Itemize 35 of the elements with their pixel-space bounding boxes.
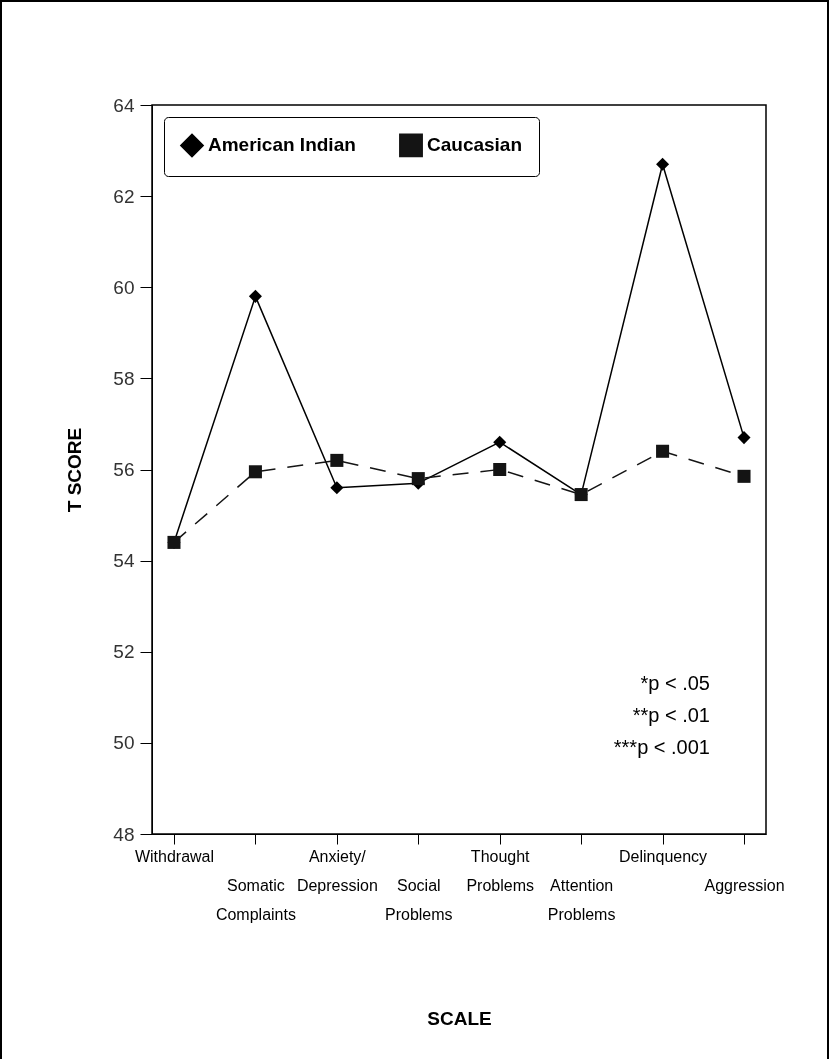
y-tick-label: 48: [113, 823, 135, 845]
legend-label: Caucasian: [427, 134, 523, 156]
y-tick-label: 58: [113, 367, 135, 389]
point: [330, 453, 344, 467]
x-tick-label: Withdrawal: [134, 847, 215, 865]
legend-label: American Indian: [208, 134, 356, 156]
annotation: **p < .01: [632, 704, 710, 726]
y-tick-label: 56: [113, 459, 135, 480]
annotation: ***p < .001: [613, 736, 710, 758]
y-tick-label: 52: [113, 641, 135, 663]
point: [656, 157, 670, 171]
x-tick-label: Aggression: [704, 876, 785, 894]
y-tick-label: 60: [113, 276, 135, 298]
point: [737, 469, 751, 483]
x-tick-label: Somatic Complaints: [215, 876, 296, 923]
point: [248, 465, 262, 479]
point: [493, 435, 507, 449]
point: [656, 444, 670, 458]
x-tick-label: Social Problems: [384, 876, 453, 923]
y-tick-label: 62: [113, 185, 135, 207]
point: [330, 481, 344, 495]
point: [248, 289, 262, 303]
y-tick-label: 54: [113, 550, 135, 572]
x-tick-label: Attention Problems: [547, 876, 616, 923]
x-axis-title: SCALE: [427, 1007, 492, 1029]
point: [737, 431, 751, 445]
y-tick-label: 64: [113, 94, 135, 116]
y-tick-label: 50: [113, 732, 135, 754]
annotation: *p < .05: [640, 672, 710, 694]
x-tick-label: Delinquency: [619, 847, 708, 865]
point: [411, 472, 425, 486]
x-tick-label: Anxiety/ Depression: [296, 847, 378, 894]
point: [493, 462, 507, 477]
y-axis-title: T SCORE: [64, 427, 86, 513]
x-tick-label: Thought Problems: [466, 847, 535, 894]
